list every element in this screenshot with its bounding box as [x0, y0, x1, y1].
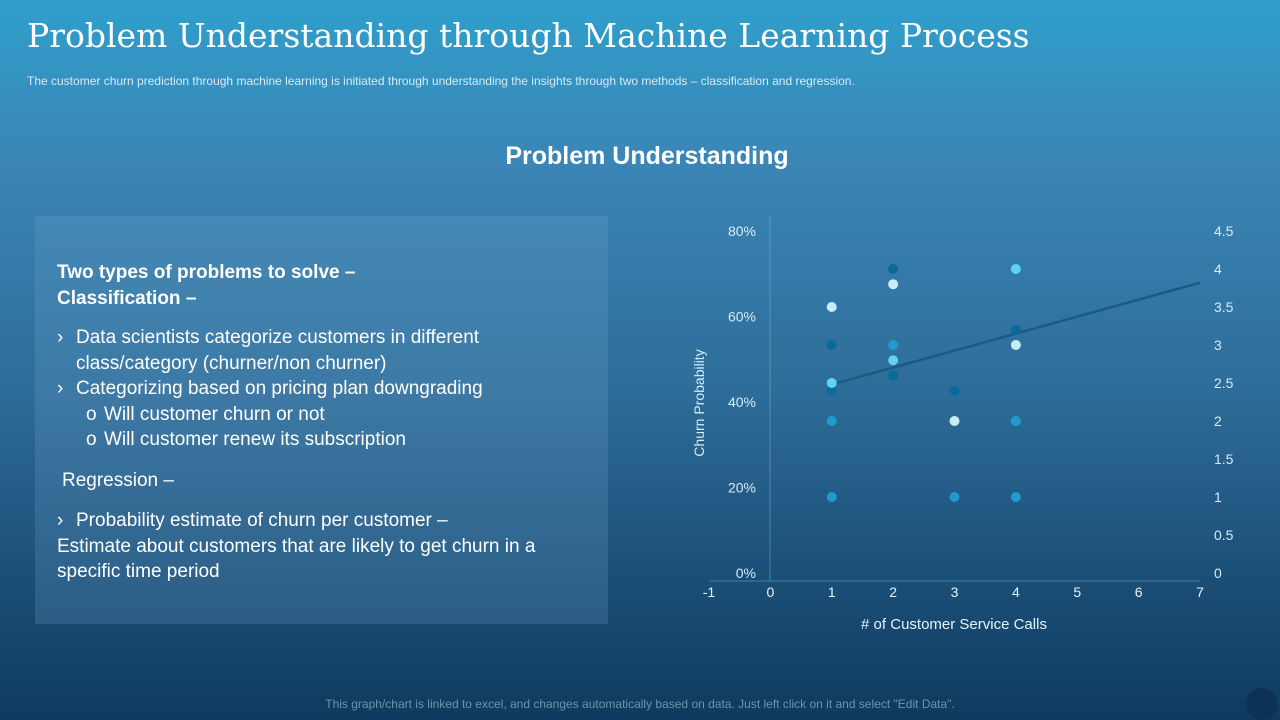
- data-point: [888, 340, 899, 350]
- y2-tick-label: 4: [1214, 261, 1222, 277]
- y2-tick-label: 2: [1214, 413, 1222, 429]
- sub-bullet-circle-icon: o: [86, 429, 97, 450]
- classification-heading-line-2: Classification –: [57, 287, 197, 309]
- classification-bullet: › Data scientists categorize customers i…: [57, 325, 596, 376]
- y2-axis-ticks: 0 0.5 1 1.5 2 2.5 3 3.5 4 4.5: [1214, 223, 1234, 581]
- data-point: [826, 340, 837, 350]
- y2-tick-label: 1.5: [1214, 451, 1234, 467]
- classification-bullet-text: Data scientists categorize customers in …: [76, 327, 480, 374]
- y2-tick-label: 3.5: [1214, 299, 1234, 315]
- classification-sub-bullet: o Will customer renew its subscription: [57, 427, 596, 453]
- data-point: [826, 385, 837, 396]
- y2-tick-label: 3: [1214, 337, 1222, 353]
- data-point: [949, 385, 960, 396]
- x-axis-label: # of Customer Service Calls: [861, 616, 1047, 633]
- classification-bullet-text: Categorizing based on pricing plan downg…: [76, 378, 483, 399]
- data-point: [1010, 324, 1021, 335]
- y2-tick-label: 0: [1214, 565, 1222, 581]
- y-axis-ticks: 0% 20% 40% 60% 80%: [728, 223, 756, 581]
- section-heading: Problem Understanding: [505, 142, 789, 170]
- data-point: [826, 302, 837, 312]
- regression-bullet: › Probability estimate of churn per cust…: [57, 508, 596, 534]
- bullet-chevron-icon: ›: [57, 510, 64, 531]
- y-tick-label: 40%: [728, 394, 756, 410]
- data-point: [949, 416, 960, 426]
- y2-tick-label: 2.5: [1214, 375, 1234, 391]
- x-tick-label: 5: [1073, 584, 1081, 600]
- x-tick-label: 7: [1196, 584, 1204, 600]
- data-point: [826, 378, 837, 388]
- corner-circle-decoration: [1246, 688, 1278, 720]
- y-tick-label: 60%: [728, 309, 756, 325]
- classification-heading-line-1: Two types of problems to solve –: [57, 262, 356, 283]
- x-tick-label: 3: [951, 584, 959, 600]
- data-point: [1010, 264, 1021, 274]
- bullet-chevron-icon: ›: [57, 378, 64, 399]
- y-tick-label: 20%: [728, 480, 756, 496]
- y2-tick-label: 0.5: [1214, 527, 1234, 543]
- page-subtitle: The customer churn prediction through ma…: [27, 74, 855, 88]
- y2-tick-label: 1: [1214, 489, 1222, 505]
- classification-sub-bullet-text: Will customer churn or not: [104, 403, 325, 425]
- x-tick-label: 1: [828, 584, 836, 600]
- data-point: [1010, 492, 1021, 502]
- data-point: [826, 492, 837, 502]
- data-points: [826, 264, 1021, 502]
- regression-bullet-continuation: Estimate about customers that are likely…: [57, 535, 536, 583]
- x-tick-label: 0: [766, 584, 774, 600]
- regression-heading: Regression –: [62, 469, 174, 491]
- y2-tick-label: 4.5: [1214, 223, 1234, 239]
- page-title: Problem Understanding through Machine Le…: [27, 16, 1030, 55]
- y-tick-label: 0%: [736, 565, 756, 581]
- y-tick-label: 80%: [728, 223, 756, 239]
- x-tick-label: 2: [889, 584, 897, 600]
- footnote: This graph/chart is linked to excel, and…: [325, 697, 955, 711]
- classification-sub-bullet: o Will customer churn or not: [57, 402, 596, 428]
- data-point: [888, 279, 899, 290]
- data-point: [1010, 416, 1021, 426]
- sub-bullet-circle-icon: o: [86, 403, 97, 425]
- data-point: [949, 492, 960, 502]
- x-tick-label: 4: [1012, 584, 1020, 600]
- data-point: [1010, 340, 1021, 350]
- regression-bullet-text: Probability estimate of churn per custom…: [76, 510, 448, 531]
- data-point: [888, 264, 899, 274]
- y-axis-label: Churn Probability: [691, 349, 707, 456]
- classification-sub-bullet-text: Will customer renew its subscription: [104, 429, 406, 450]
- classification-bullet: › Categorizing based on pricing plan dow…: [57, 376, 596, 402]
- data-point: [826, 416, 837, 426]
- x-axis-ticks: -1 0 1 2 3 4 5 6 7: [703, 584, 1204, 600]
- bullet-chevron-icon: ›: [57, 327, 64, 348]
- x-tick-label: 6: [1135, 584, 1143, 600]
- x-tick-label: -1: [703, 584, 716, 600]
- data-point: [888, 370, 899, 381]
- problem-types-panel: Two types of problems to solve – Classif…: [35, 216, 608, 624]
- data-point: [888, 355, 899, 366]
